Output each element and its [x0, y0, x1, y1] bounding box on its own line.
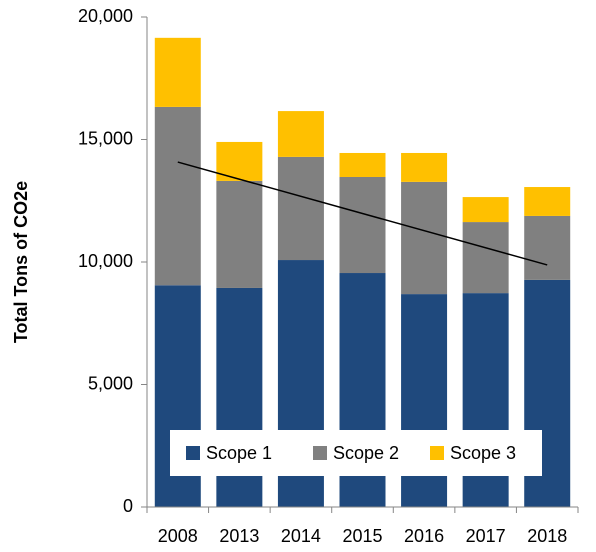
bar-segment [524, 215, 571, 280]
bar-segment [154, 37, 201, 107]
x-tick-label: 2015 [342, 526, 382, 546]
x-tick-label: 2016 [404, 526, 444, 546]
x-tick-label: 2018 [527, 526, 567, 546]
y-tick-label: 10,000 [78, 251, 133, 271]
bar-segment [154, 106, 201, 286]
bar-segment [339, 152, 386, 177]
y-tick-label: 0 [123, 496, 133, 516]
bar-segment [462, 222, 509, 294]
legend: Scope 1 Scope 2 Scope 3 [170, 430, 542, 476]
bar-segment [277, 111, 324, 157]
y-axis-label: Total Tons of CO2e [11, 181, 31, 343]
legend-swatch [186, 446, 200, 460]
x-tick-label: 2017 [466, 526, 506, 546]
legend-box [170, 430, 542, 476]
bar-segment [401, 181, 448, 295]
legend-swatch [313, 446, 327, 460]
y-tick-label: 5,000 [88, 373, 133, 393]
bar-segment [462, 197, 509, 223]
trend-line [177, 161, 548, 266]
bar-segment [524, 187, 571, 216]
legend-label: Scope 3 [450, 443, 516, 463]
bar-segment [339, 176, 386, 274]
x-tick-label: 2008 [158, 526, 198, 546]
y-tick-label: 15,000 [78, 128, 133, 148]
bar-segment [216, 180, 263, 288]
x-tick-label: 2013 [219, 526, 259, 546]
legend-label: Scope 2 [333, 443, 399, 463]
bar-segment [401, 152, 448, 182]
x-tick-label: 2014 [281, 526, 321, 546]
bar-segment [277, 156, 324, 261]
legend-swatch [430, 446, 444, 460]
legend-label: Scope 1 [206, 443, 272, 463]
y-tick-label: 20,000 [78, 6, 133, 26]
